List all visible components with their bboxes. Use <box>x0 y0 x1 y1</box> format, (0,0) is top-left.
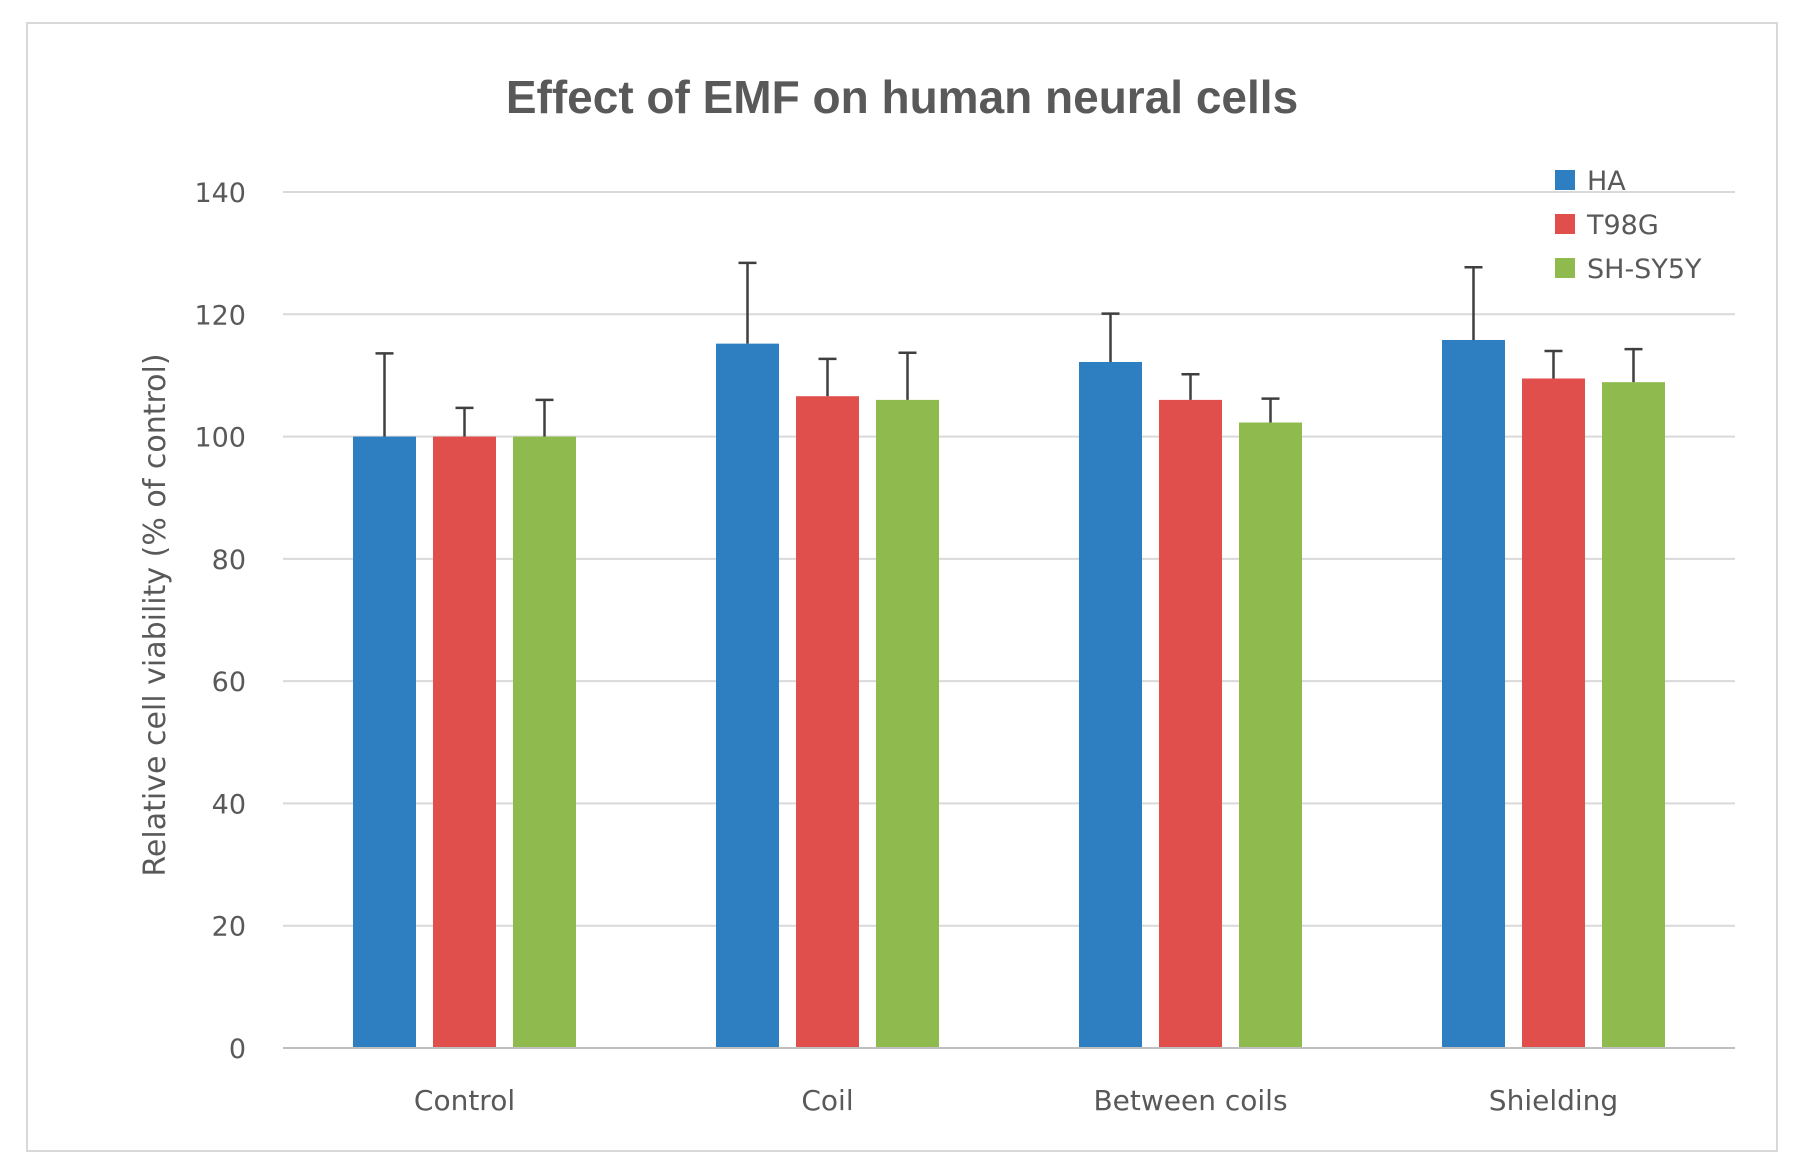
error-bar <box>738 261 757 344</box>
bar-t98g-between-coils <box>1159 399 1222 1048</box>
legend-swatch <box>1555 258 1575 278</box>
legend-label: SH-SY5Y <box>1587 254 1702 285</box>
bar-ha-shielding <box>1442 339 1505 1049</box>
bars <box>353 261 1665 1049</box>
x-category-label: Between coils <box>1093 1084 1287 1117</box>
y-tick-label: 140 <box>194 178 246 209</box>
error-bar <box>1544 349 1563 379</box>
y-tick-label: 40 <box>212 789 246 820</box>
bar-sh-sy5y-control <box>513 436 576 1049</box>
legend-item-ha: HA <box>1555 166 1626 197</box>
legend: HA T98G SH-SY5Y <box>1555 166 1702 285</box>
y-tick-label: 120 <box>194 300 246 331</box>
error-bar <box>455 406 474 437</box>
bar-sh-sy5y-coil <box>876 399 939 1048</box>
y-tick-label: 20 <box>212 912 246 943</box>
legend-label: HA <box>1587 166 1626 197</box>
y-tick-label: 60 <box>212 667 246 698</box>
gridlines <box>283 191 1735 927</box>
error-bar <box>1181 372 1200 400</box>
error-bar <box>898 351 917 400</box>
error-bar <box>535 398 554 437</box>
x-category-label: Control <box>414 1084 515 1117</box>
error-bar <box>375 352 394 437</box>
bar-t98g-shielding <box>1522 378 1585 1048</box>
y-tick-label: 100 <box>194 423 246 454</box>
legend-swatch <box>1555 214 1575 234</box>
bar-t98g-control <box>433 436 496 1049</box>
error-bar <box>1261 397 1280 423</box>
y-tick-label: 0 <box>229 1034 246 1065</box>
x-axis-categories: Control Coil Between coils Shielding <box>414 1084 1618 1117</box>
x-category-label: Coil <box>801 1084 853 1117</box>
y-tick-label: 80 <box>212 545 246 576</box>
error-bar <box>818 357 837 397</box>
error-bar <box>1624 347 1643 383</box>
error-bar <box>1464 265 1483 340</box>
chart-title: Effect of EMF on human neural cells <box>506 71 1298 123</box>
bar-sh-sy5y-between-coils <box>1239 422 1302 1049</box>
bar-ha-coil <box>716 343 779 1048</box>
legend-label: T98G <box>1586 210 1659 241</box>
bar-ha-control <box>353 436 416 1049</box>
legend-swatch <box>1555 170 1575 190</box>
error-bar <box>1101 312 1120 362</box>
legend-item-t98g: T98G <box>1555 210 1659 241</box>
y-axis-ticks: 0 20 40 60 80 100 120 140 <box>194 178 246 1065</box>
bar-sh-sy5y-shielding <box>1602 382 1665 1048</box>
legend-item-sh-sy5y: SH-SY5Y <box>1555 254 1702 285</box>
x-category-label: Shielding <box>1489 1084 1618 1117</box>
bar-ha-between-coils <box>1079 361 1142 1048</box>
bar-t98g-coil <box>796 396 859 1048</box>
y-axis-label: Relative cell viability (% of control) <box>138 353 173 876</box>
